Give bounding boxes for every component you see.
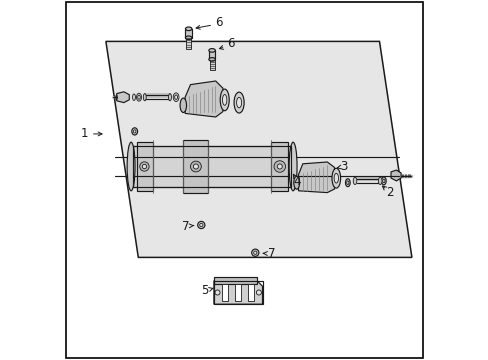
Text: 7: 7 (182, 220, 189, 233)
Bar (209, 59, 214, 70)
Ellipse shape (346, 181, 348, 185)
Text: 1: 1 (81, 127, 88, 140)
Ellipse shape (133, 130, 136, 133)
Bar (234, 284, 241, 301)
Ellipse shape (378, 177, 381, 185)
Circle shape (142, 164, 146, 168)
Ellipse shape (381, 177, 386, 185)
Polygon shape (390, 170, 400, 181)
Polygon shape (298, 162, 334, 193)
Ellipse shape (199, 223, 203, 227)
Ellipse shape (174, 95, 177, 99)
Ellipse shape (253, 251, 256, 255)
Circle shape (256, 290, 261, 295)
Ellipse shape (132, 128, 137, 135)
Ellipse shape (293, 176, 299, 189)
Ellipse shape (168, 94, 171, 101)
Text: 4: 4 (292, 175, 300, 188)
Bar (185, 29, 192, 38)
Ellipse shape (132, 94, 135, 100)
Text: 6: 6 (226, 37, 234, 50)
Ellipse shape (180, 98, 186, 113)
Polygon shape (185, 81, 223, 117)
Ellipse shape (331, 168, 340, 188)
Text: 2: 2 (386, 186, 393, 199)
Ellipse shape (127, 142, 135, 191)
Bar (247, 284, 254, 301)
Bar (213, 277, 257, 284)
Circle shape (140, 162, 149, 171)
Ellipse shape (185, 36, 192, 40)
Ellipse shape (234, 92, 244, 113)
Text: 7: 7 (267, 247, 275, 260)
Ellipse shape (143, 94, 146, 101)
Ellipse shape (345, 179, 349, 187)
Bar (133, 146, 291, 187)
Ellipse shape (236, 98, 241, 108)
Ellipse shape (208, 49, 215, 52)
Polygon shape (106, 41, 411, 257)
Polygon shape (136, 142, 152, 191)
Bar (186, 38, 191, 49)
Ellipse shape (173, 93, 179, 102)
Polygon shape (271, 142, 287, 191)
Ellipse shape (197, 221, 204, 229)
Ellipse shape (138, 95, 140, 99)
Ellipse shape (288, 142, 296, 191)
Ellipse shape (136, 93, 141, 101)
Polygon shape (117, 92, 129, 103)
Polygon shape (183, 140, 208, 193)
Text: 5: 5 (201, 284, 208, 297)
Circle shape (190, 161, 201, 172)
Ellipse shape (251, 249, 258, 256)
Circle shape (193, 164, 198, 169)
Ellipse shape (333, 174, 338, 183)
Circle shape (215, 290, 220, 295)
Text: 6: 6 (215, 16, 223, 29)
Ellipse shape (352, 177, 356, 185)
Text: 3: 3 (339, 160, 346, 173)
Circle shape (273, 161, 285, 172)
Polygon shape (213, 281, 262, 304)
Ellipse shape (208, 58, 215, 61)
Circle shape (277, 164, 282, 169)
Ellipse shape (222, 95, 226, 105)
Ellipse shape (382, 179, 384, 183)
Bar (208, 50, 215, 59)
Bar (222, 284, 228, 301)
Bar (213, 281, 262, 304)
Ellipse shape (185, 27, 192, 31)
Polygon shape (133, 146, 291, 187)
Ellipse shape (220, 89, 229, 111)
